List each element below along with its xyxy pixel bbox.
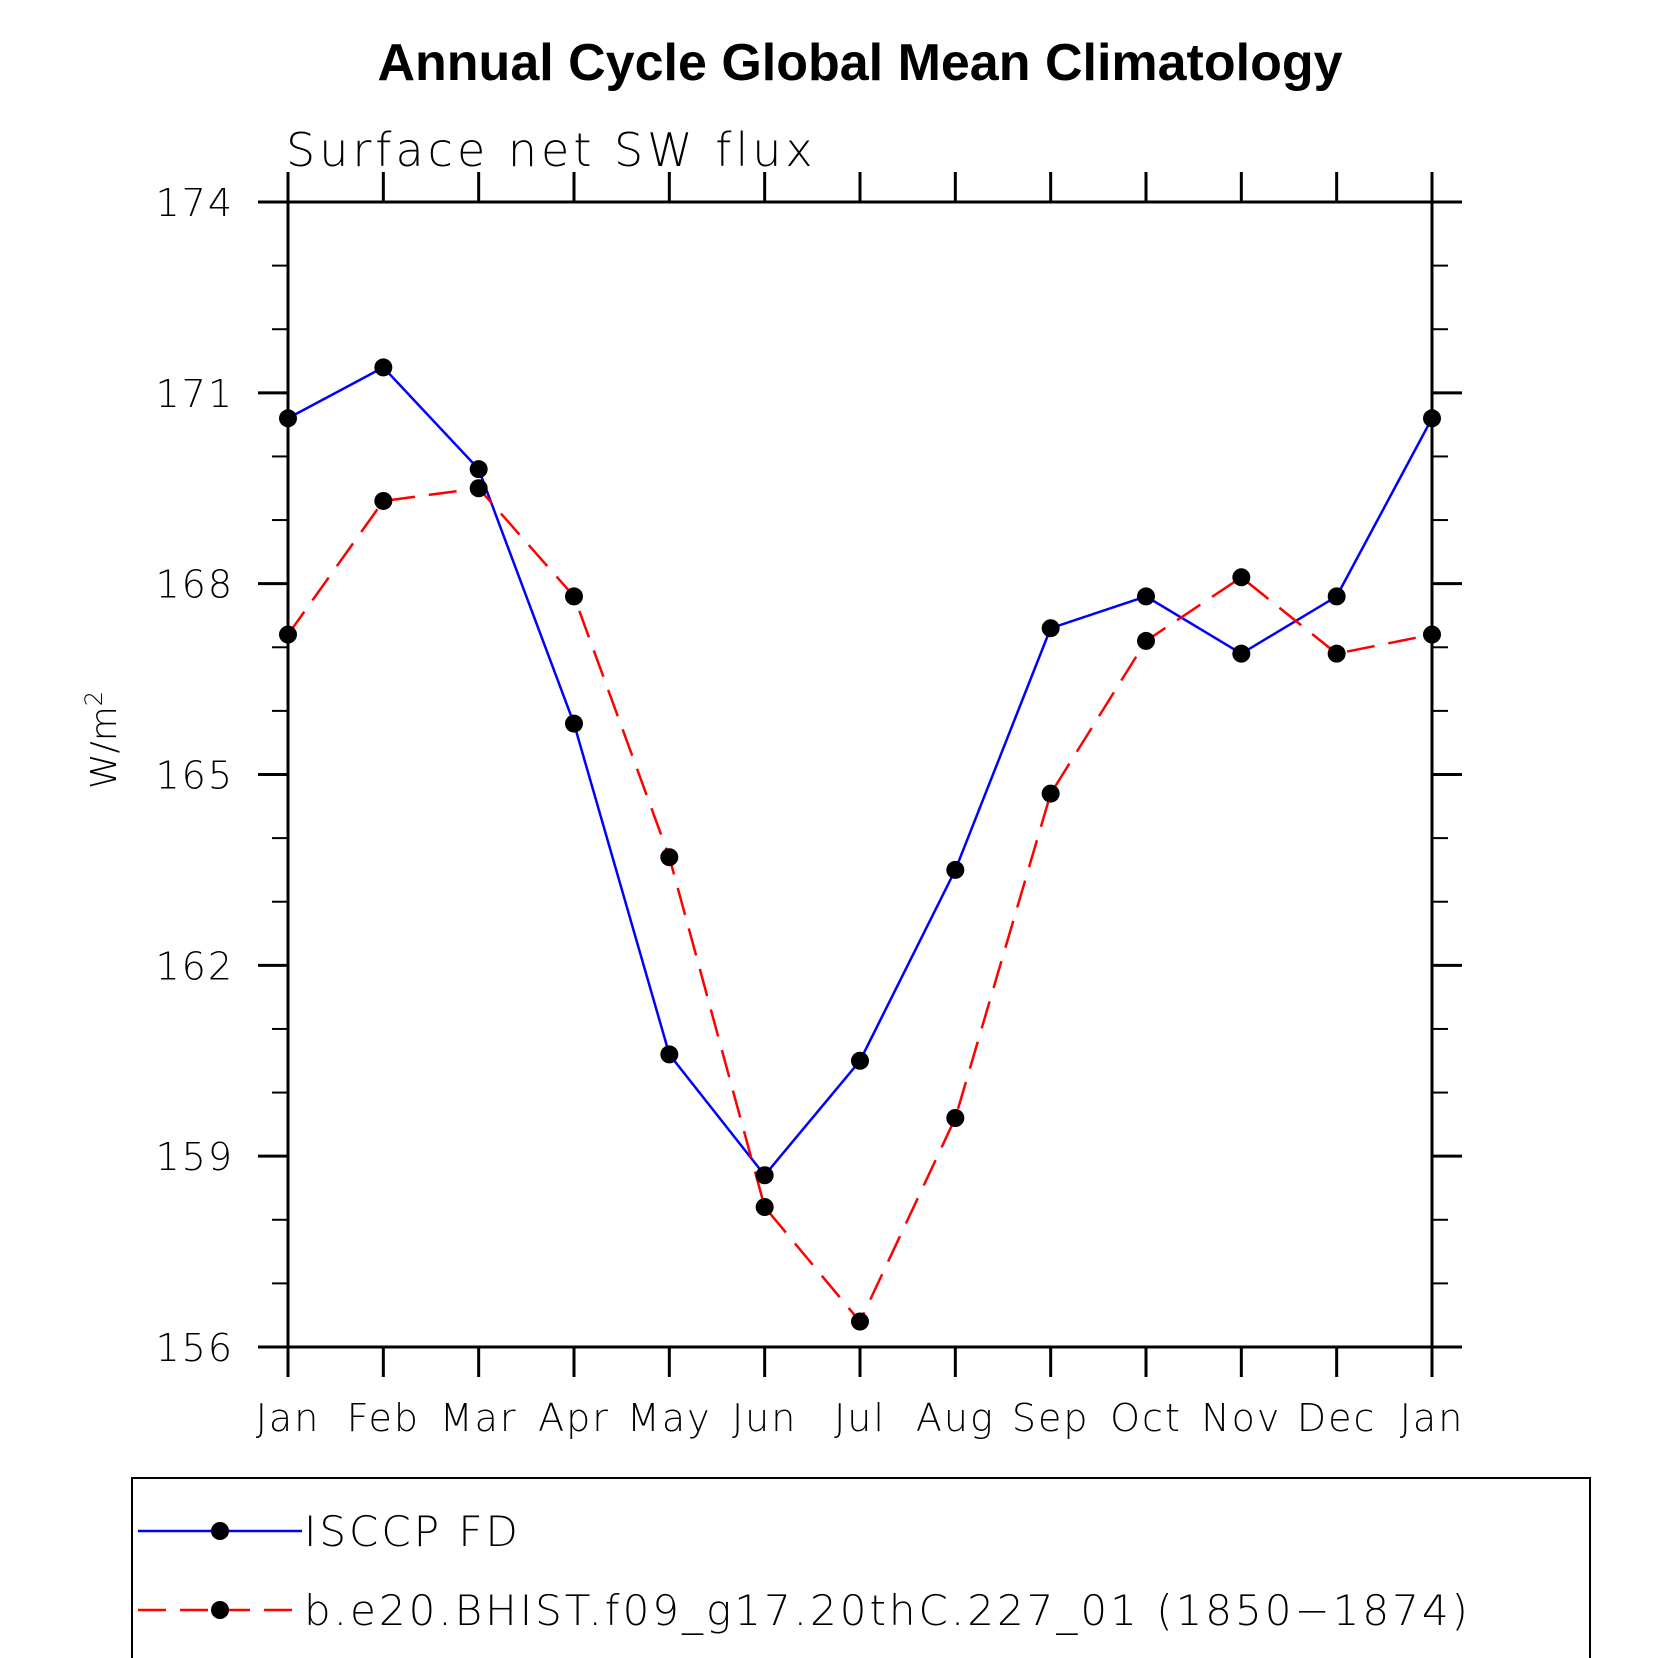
y-tick-label: 168 (155, 563, 234, 607)
data-point (660, 848, 679, 867)
x-tick-label: Jan (1400, 1396, 1465, 1440)
data-point (1327, 644, 1346, 663)
x-tick-label: Jun (732, 1396, 797, 1440)
data-point (946, 1109, 965, 1127)
legend-box (131, 1477, 1591, 1658)
data-point (660, 1045, 679, 1064)
y-tick-label: 156 (155, 1326, 234, 1370)
series-markers (279, 358, 1441, 1331)
data-point (1137, 587, 1155, 606)
x-tick-label: Nov (1201, 1396, 1281, 1440)
x-tick-label: Mar (440, 1396, 518, 1440)
y-tick-label: 159 (155, 1135, 234, 1179)
data-point (1232, 644, 1251, 663)
data-point (469, 460, 488, 479)
x-tick-label: Dec (1297, 1396, 1377, 1440)
axis-ticks: Jan Feb Mar Apr May Jun Jul Aug Sep Oct Nov Dec Jan 1… (155, 172, 1465, 1440)
y-tick-label: 162 (155, 944, 234, 988)
legend-label: ISCCP FD (304, 1507, 521, 1556)
legend: ISCCP FD b.e20.BHIST.f09_g17.20thC.227_01… (131, 1477, 1591, 1658)
series-lines (286, 365, 1434, 1324)
x-tick-label: Feb (347, 1396, 420, 1440)
legend-marker (211, 1522, 229, 1540)
legend-label: b.e20.BHIST.f09_g17.20thC.227_01 (1850−1… (304, 1586, 1471, 1635)
y-tick-label: 174 (155, 181, 234, 225)
data-point (374, 491, 393, 510)
data-point (374, 358, 393, 377)
x-tick-label: Apr (538, 1396, 610, 1440)
plot-frame (286, 200, 1434, 1349)
data-point (1232, 568, 1251, 587)
data-point (851, 1051, 869, 1070)
data-point (755, 1198, 774, 1217)
data-point (469, 479, 488, 498)
y-axis-label-superscript: 2 (80, 691, 108, 706)
y-tick-label: 171 (155, 372, 234, 416)
x-tick-label: Aug (916, 1396, 995, 1440)
x-tick-label: Jan (256, 1396, 321, 1440)
y-tick-label: 165 (155, 754, 234, 798)
x-tick-label: May (627, 1396, 712, 1440)
data-point (946, 860, 965, 879)
data-point (565, 714, 583, 733)
data-point (851, 1312, 869, 1331)
data-point (1041, 619, 1060, 638)
data-point (1137, 631, 1155, 650)
chart-subtitle: Surface net SW flux (286, 123, 817, 177)
legend-marker (211, 1601, 229, 1619)
data-point (1041, 784, 1060, 803)
data-point (755, 1166, 774, 1185)
x-tick-label: Jul (834, 1396, 886, 1440)
chart-title: Annual Cycle Global Mean Climatology (377, 34, 1342, 92)
data-point (565, 587, 583, 606)
data-point (1327, 587, 1346, 606)
x-tick-label: Sep (1012, 1396, 1090, 1440)
x-tick-label: Oct (1110, 1396, 1182, 1440)
series-line (286, 486, 1433, 1324)
y-axis-label: W/m2 (80, 691, 125, 789)
